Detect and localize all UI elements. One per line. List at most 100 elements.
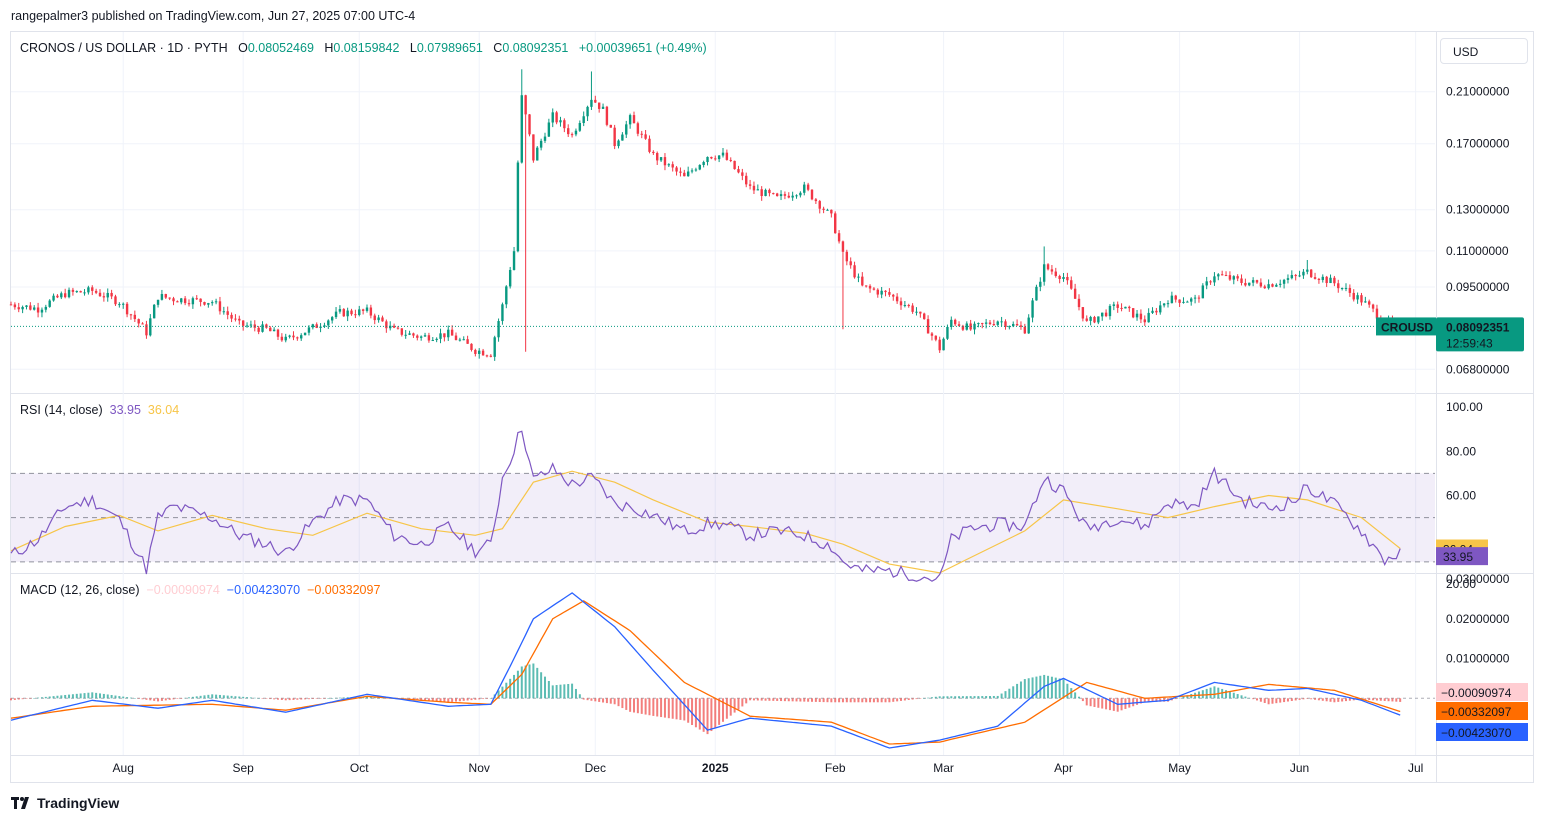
candle[interactable]	[1271, 284, 1274, 287]
candle[interactable]	[787, 195, 790, 198]
candle[interactable]	[98, 292, 102, 297]
candle[interactable]	[834, 213, 837, 234]
candle[interactable]	[1000, 321, 1003, 323]
candle[interactable]	[764, 189, 767, 197]
candle[interactable]	[114, 296, 117, 305]
candle[interactable]	[686, 171, 690, 177]
candle[interactable]	[861, 276, 864, 286]
candle[interactable]	[1143, 319, 1146, 323]
candle[interactable]	[663, 157, 667, 166]
candle[interactable]	[1244, 282, 1247, 286]
candle[interactable]	[570, 134, 574, 136]
candle[interactable]	[864, 285, 868, 287]
candle[interactable]	[1035, 286, 1038, 301]
candle[interactable]	[988, 322, 992, 325]
candle[interactable]	[145, 324, 148, 336]
candle[interactable]	[609, 124, 612, 128]
candle[interactable]	[369, 307, 373, 316]
rsi-ma-line[interactable]	[10, 470, 1401, 574]
candle[interactable]	[942, 338, 945, 351]
candle[interactable]	[156, 299, 160, 305]
candle[interactable]	[211, 302, 214, 304]
candle[interactable]	[497, 321, 500, 338]
candle[interactable]	[21, 306, 24, 310]
candle[interactable]	[1039, 281, 1042, 287]
candle[interactable]	[605, 106, 609, 125]
candle[interactable]	[636, 123, 640, 134]
candle[interactable]	[137, 319, 140, 324]
candle[interactable]	[621, 134, 624, 141]
candle[interactable]	[485, 355, 489, 357]
candle[interactable]	[462, 339, 465, 341]
candle[interactable]	[1294, 275, 1297, 277]
candle[interactable]	[1298, 275, 1301, 277]
candle[interactable]	[354, 314, 357, 316]
candle[interactable]	[779, 194, 783, 197]
candle[interactable]	[141, 323, 144, 325]
candle[interactable]	[195, 298, 198, 300]
candle[interactable]	[803, 184, 806, 193]
candle[interactable]	[385, 321, 388, 329]
candle[interactable]	[346, 310, 349, 317]
candle[interactable]	[1348, 287, 1352, 293]
candle[interactable]	[1162, 303, 1166, 306]
tradingview-logo[interactable]: TradingView	[11, 795, 119, 811]
candle[interactable]	[625, 124, 628, 135]
candle[interactable]	[1093, 316, 1096, 323]
candle[interactable]	[1015, 323, 1019, 326]
candle[interactable]	[543, 136, 547, 141]
candle[interactable]	[160, 294, 164, 300]
candle[interactable]	[79, 291, 82, 293]
candle[interactable]	[1306, 269, 1309, 272]
candle[interactable]	[203, 302, 206, 305]
candle[interactable]	[1209, 281, 1212, 283]
candle[interactable]	[60, 293, 63, 298]
candle[interactable]	[1151, 310, 1154, 313]
candle[interactable]	[818, 201, 821, 209]
candle[interactable]	[423, 335, 427, 337]
candle[interactable]	[1062, 276, 1065, 280]
candle[interactable]	[946, 326, 949, 339]
candle[interactable]	[110, 292, 113, 297]
candle[interactable]	[1081, 307, 1085, 319]
candle[interactable]	[91, 287, 94, 291]
candle[interactable]	[748, 184, 752, 186]
candle[interactable]	[392, 325, 396, 328]
candle[interactable]	[269, 327, 272, 332]
candle[interactable]	[930, 333, 934, 336]
candle[interactable]	[288, 335, 291, 337]
candle[interactable]	[1012, 323, 1015, 327]
candle[interactable]	[1166, 303, 1170, 305]
candle[interactable]	[555, 112, 558, 123]
candle[interactable]	[187, 303, 191, 305]
candle[interactable]	[1101, 312, 1104, 317]
candle[interactable]	[307, 327, 311, 333]
candle[interactable]	[1159, 305, 1162, 313]
candle[interactable]	[419, 336, 423, 338]
candle[interactable]	[1108, 305, 1112, 317]
candle[interactable]	[261, 324, 264, 332]
candle[interactable]	[1147, 312, 1150, 323]
candle[interactable]	[83, 292, 86, 294]
candle[interactable]	[741, 172, 744, 176]
candle[interactable]	[1201, 285, 1205, 299]
candle[interactable]	[911, 305, 914, 312]
candle[interactable]	[214, 301, 218, 303]
candle[interactable]	[756, 189, 760, 191]
candle[interactable]	[1220, 274, 1224, 276]
candle[interactable]	[586, 106, 589, 117]
candle[interactable]	[1178, 299, 1181, 303]
candle[interactable]	[439, 333, 442, 339]
candle[interactable]	[760, 189, 763, 197]
candle[interactable]	[1023, 326, 1027, 334]
candle[interactable]	[44, 306, 48, 310]
candle[interactable]	[1054, 271, 1057, 276]
candle[interactable]	[644, 134, 647, 139]
candle[interactable]	[481, 350, 485, 356]
candle[interactable]	[907, 305, 910, 307]
candle[interactable]	[690, 170, 694, 172]
macd-signal-line[interactable]	[10, 600, 1401, 745]
candle[interactable]	[1077, 298, 1081, 308]
candle[interactable]	[772, 193, 775, 195]
candle[interactable]	[915, 311, 918, 313]
